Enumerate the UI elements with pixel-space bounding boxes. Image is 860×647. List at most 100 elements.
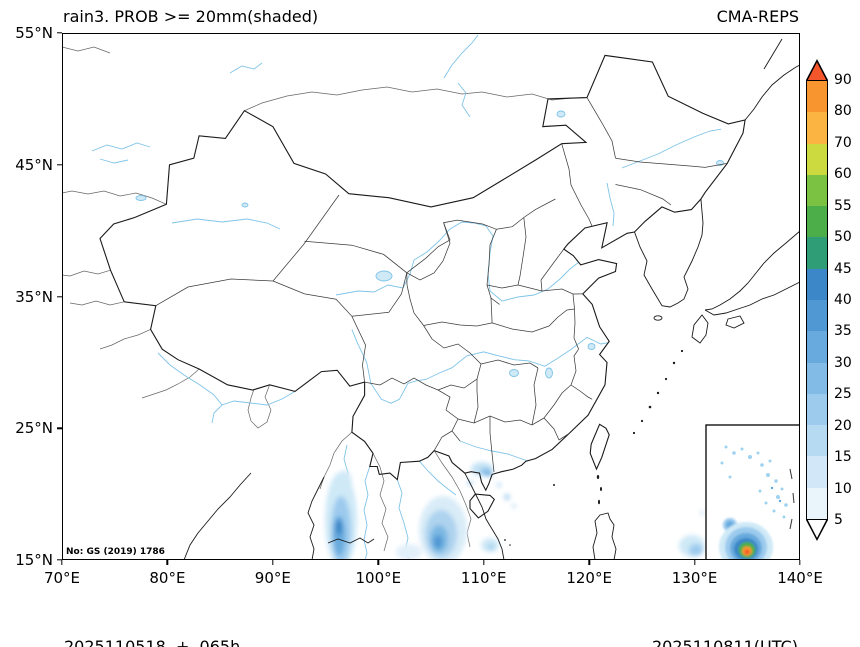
colorbar-segment bbox=[807, 456, 827, 488]
y-axis-label: 25°N bbox=[15, 419, 53, 438]
x-axis-tick bbox=[799, 560, 801, 565]
colorbar-segment bbox=[807, 268, 827, 300]
hainan-island bbox=[469, 493, 495, 519]
x-axis-label: 120°E bbox=[566, 569, 612, 587]
inset-islands bbox=[720, 445, 788, 519]
x-axis-tick bbox=[61, 560, 63, 565]
province-borders bbox=[155, 97, 728, 473]
poyang-lake bbox=[545, 367, 553, 379]
y-axis-tick bbox=[57, 427, 62, 429]
ganges-river bbox=[157, 352, 223, 406]
init-time-block: 2025110518 + 065h 2025110602 + 065h bbox=[64, 584, 240, 647]
colorbar-tick-label: 30 bbox=[834, 354, 852, 371]
colorbar-tick-label: 40 bbox=[834, 292, 852, 308]
colorbar: 90 80 70 60 55 50 45 40 35 30 25 20 15 10 5 bbox=[806, 59, 852, 541]
colorbar-segment bbox=[807, 299, 827, 332]
salween-river bbox=[363, 466, 371, 560]
y-axis-tick bbox=[57, 32, 62, 34]
liao-river bbox=[606, 182, 615, 227]
y-axis-tick bbox=[57, 295, 62, 298]
colorbar-tick-label: 80 bbox=[834, 103, 852, 120]
page-title: rain3. PROB >= 20mm(shaded) bbox=[63, 7, 319, 26]
inset-dash-line bbox=[789, 468, 795, 530]
y-axis-label: 35°N bbox=[15, 287, 53, 306]
colorbar-tick-label: 20 bbox=[834, 417, 852, 434]
colorbar-over-arrow-fill bbox=[807, 62, 827, 80]
x-axis-tick bbox=[166, 560, 169, 565]
jeju-island bbox=[653, 315, 663, 321]
license-note: No: GS (2019) 1786 bbox=[66, 547, 165, 557]
baikal-lake-shore bbox=[443, 34, 479, 79]
yellow-river bbox=[335, 221, 580, 302]
y-axis-tick bbox=[57, 559, 62, 561]
colorbar-segment bbox=[807, 206, 827, 238]
colorbar-segment bbox=[807, 237, 827, 269]
x-axis-tick bbox=[483, 560, 485, 565]
map-plot-area: No: GS (2019) 1786 70°E 80°E 90°E 100°E … bbox=[15, 24, 823, 587]
colorbar-segment bbox=[807, 393, 827, 426]
kyushu-island bbox=[691, 314, 709, 344]
colorbar-segment bbox=[807, 143, 827, 175]
x-axis-label: 90°E bbox=[254, 569, 291, 587]
issyk-kul-lake bbox=[135, 195, 147, 201]
shikoku-island bbox=[725, 315, 745, 329]
colorbar-tick-labels: 90 80 70 60 55 50 45 40 35 30 25 20 15 10 5 bbox=[834, 72, 860, 528]
precip-shading bbox=[325, 462, 714, 560]
colorbar-segments bbox=[806, 80, 828, 520]
colorbar-tick-label: 45 bbox=[834, 260, 852, 277]
tarim-river bbox=[171, 218, 281, 230]
colorbar-tick-label: 35 bbox=[834, 323, 852, 340]
x-axis-label: 70°E bbox=[43, 569, 81, 587]
japan-sea-coastline bbox=[704, 230, 800, 311]
south-china-sea-inset bbox=[705, 424, 800, 560]
x-axis-tick bbox=[272, 560, 274, 565]
x-axis-tick bbox=[377, 560, 379, 565]
balkhash-lake-shore bbox=[91, 142, 151, 152]
luzon-coastline bbox=[592, 512, 617, 560]
x-axis-tick bbox=[693, 560, 696, 565]
brahmaputra-river bbox=[211, 391, 296, 424]
valid-time-utc: 2025110811(UTC) bbox=[652, 637, 798, 647]
y-axis-label: 45°N bbox=[15, 155, 53, 174]
colorbar-segment bbox=[807, 425, 827, 457]
bosten-lake bbox=[241, 202, 249, 208]
china-boundary bbox=[99, 54, 746, 519]
colorbar-tick-label: 60 bbox=[834, 166, 852, 183]
colorbar-tick-label: 5 bbox=[834, 512, 843, 528]
valid-time-block: 2025110811(UTC) 2025110819(CST) bbox=[652, 584, 798, 647]
x-axis-label: 140°E bbox=[777, 569, 823, 587]
foreign-coastlines bbox=[183, 38, 800, 560]
colorbar-under-arrow-fill bbox=[807, 520, 827, 538]
colorbar-segment bbox=[807, 487, 827, 519]
china-outline bbox=[99, 54, 746, 492]
init-time-utc: 2025110518 + 065h bbox=[64, 637, 241, 647]
x-axis-label: 100°E bbox=[355, 569, 402, 587]
taihu-lake bbox=[587, 343, 596, 350]
colorbar-tick-label: 55 bbox=[834, 197, 852, 214]
x-axis-label: 110°E bbox=[460, 569, 507, 587]
y-axis-tick bbox=[57, 164, 62, 166]
colorbar-segment bbox=[807, 174, 827, 207]
colorbar-tick-label: 70 bbox=[834, 134, 852, 151]
colorbar-segment bbox=[807, 362, 827, 394]
colorbar-tick-label: 25 bbox=[834, 386, 852, 403]
colorbar-segment bbox=[807, 81, 827, 113]
colorbar-bottom-arrow bbox=[806, 520, 828, 541]
y-axis-label: 15°N bbox=[15, 551, 53, 569]
colorbar-tick-label: 15 bbox=[834, 449, 852, 466]
inset-border bbox=[705, 424, 800, 560]
x-axis-label: 130°E bbox=[671, 569, 718, 587]
colorbar-top-arrow bbox=[806, 59, 828, 80]
korea-coastline bbox=[634, 198, 704, 308]
colorbar-tick-label: 10 bbox=[834, 480, 852, 497]
x-axis-label: 80°E bbox=[149, 569, 186, 587]
rivers bbox=[91, 34, 724, 560]
qinghai-lake bbox=[375, 270, 393, 282]
hulun-lake bbox=[556, 110, 566, 118]
myanmar-coastline bbox=[307, 476, 325, 560]
russia-coastline bbox=[744, 64, 800, 121]
colorbar-segment bbox=[807, 112, 827, 144]
vietnam-coastline bbox=[464, 472, 505, 560]
x-axis-tick bbox=[588, 560, 590, 565]
